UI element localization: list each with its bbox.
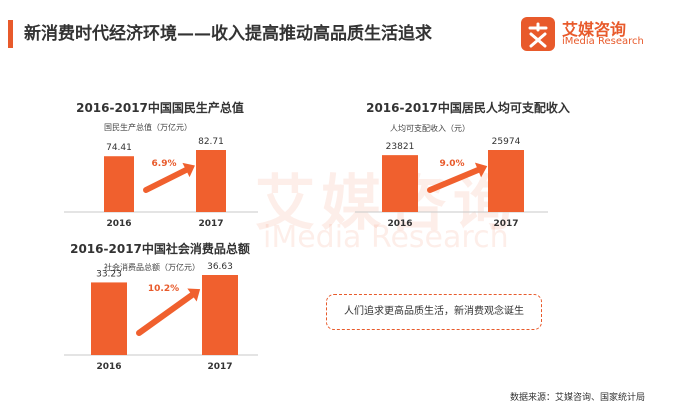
chart-3-value-label-2016: 33.23 (96, 269, 122, 279)
conclusion-callout: 人们追求更高品质生活，新消费观念诞生 (326, 294, 542, 330)
chart-2-subtitle: 人均可支配收入（元） (390, 123, 470, 133)
conclusion-text: 人们追求更高品质生活，新消费观念诞生 (344, 306, 524, 317)
chart-2-bar-2016 (382, 155, 418, 212)
chart-2-category-label-2016: 2016 (387, 219, 412, 229)
chart-1-bar-2017 (196, 150, 226, 212)
chart-2-value-label-2016: 23821 (386, 142, 415, 152)
chart-2-growth-arrow (427, 167, 481, 193)
chart-1-value-label-2017: 82.71 (198, 137, 224, 147)
chart-1-title: 2016-2017中国国民生产总值 (76, 100, 244, 115)
brand-name-en: iMedia Research (562, 36, 644, 47)
chart-3-category-label-2016: 2016 (96, 362, 121, 372)
page-title: 新消费时代经济环境——收入提高推动高品质生活追求 (24, 24, 432, 44)
chart-1-growth-arrow (143, 167, 189, 193)
watermark-en: iMedia Research (263, 220, 509, 255)
chart-3-growth-label: 10.2% (148, 284, 179, 294)
chart-1-growth-label: 6.9% (152, 159, 177, 169)
chart-2-growth-label: 9.0% (440, 159, 465, 169)
chart-2-growth-arrowhead-icon (474, 162, 488, 178)
brand-logo: 艾媒咨询 iMedia Research (520, 14, 670, 54)
chart-2-value-label-2017: 25974 (492, 137, 521, 147)
data-source: 数据来源：艾媒咨询、国家统计局 (509, 393, 645, 403)
chart-3-value-label-2017: 36.63 (207, 262, 233, 272)
brand-logo-mark-icon (521, 17, 555, 51)
chart-3-category-label-2017: 2017 (207, 362, 232, 372)
chart-2-title: 2016-2017中国居民人均可支配收入 (366, 100, 570, 115)
chart-2-bar-2017 (488, 150, 524, 212)
chart-3-bar-2016 (91, 282, 127, 355)
chart-1-category-label-2017: 2017 (198, 219, 223, 229)
chart-1-bar-2016 (104, 156, 134, 212)
chart-1-value-label-2016: 74.41 (106, 143, 132, 153)
brand-name-cn: 艾媒咨询 (562, 20, 627, 39)
chart-3-growth-arrow (136, 292, 195, 336)
chart-3-bar-2017 (202, 275, 238, 355)
chart-1-growth-arrowhead-icon (182, 162, 195, 178)
chart-3-subtitle: 社会消费品总额（万亿元） (104, 262, 200, 272)
chart-1-subtitle: 国民生产总值（万亿元） (104, 122, 192, 132)
chart-3-title: 2016-2017中国社会消费品总额 (70, 241, 250, 256)
chart-2-category-label-2017: 2017 (493, 219, 518, 229)
chart-3-growth-arrowhead-icon (187, 288, 201, 302)
chart-1-category-label-2016: 2016 (106, 219, 131, 229)
header-accent-bar (8, 20, 13, 48)
